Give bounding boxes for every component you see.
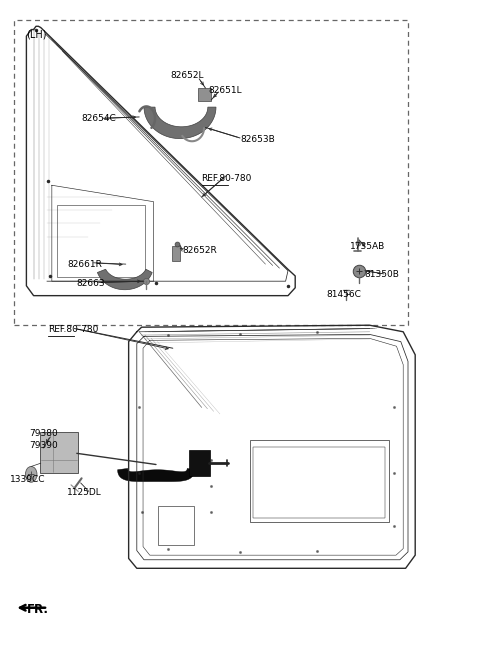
Text: 79390: 79390 (29, 441, 58, 450)
FancyBboxPatch shape (172, 246, 180, 261)
Text: 79380: 79380 (29, 429, 58, 438)
Text: 82663: 82663 (77, 279, 106, 288)
Text: REF.80-780: REF.80-780 (48, 325, 98, 334)
Bar (158, 506, 194, 545)
FancyBboxPatch shape (40, 432, 78, 473)
Text: REF.80-780: REF.80-780 (202, 174, 252, 183)
Text: FR.: FR. (26, 603, 48, 616)
Circle shape (25, 466, 37, 482)
Text: 1125DL: 1125DL (67, 488, 102, 497)
Bar (57, 205, 145, 277)
Polygon shape (144, 107, 216, 139)
Text: 82651L: 82651L (209, 86, 242, 95)
Text: (LH): (LH) (26, 30, 47, 39)
Bar (250, 440, 389, 522)
Polygon shape (118, 468, 194, 482)
FancyBboxPatch shape (198, 88, 211, 101)
Text: 82652L: 82652L (170, 71, 204, 80)
Text: 81350B: 81350B (365, 270, 400, 279)
Text: 1339CC: 1339CC (10, 475, 45, 484)
FancyBboxPatch shape (189, 450, 210, 476)
Bar (14, 20, 408, 325)
Text: 82653B: 82653B (240, 135, 275, 144)
Text: 82654C: 82654C (82, 114, 116, 123)
Bar (253, 447, 385, 518)
Text: 81456C: 81456C (326, 290, 361, 299)
Polygon shape (97, 269, 152, 290)
Text: 1735AB: 1735AB (350, 242, 385, 251)
Text: 82652R: 82652R (182, 246, 217, 256)
Text: 82661R: 82661R (67, 260, 102, 269)
